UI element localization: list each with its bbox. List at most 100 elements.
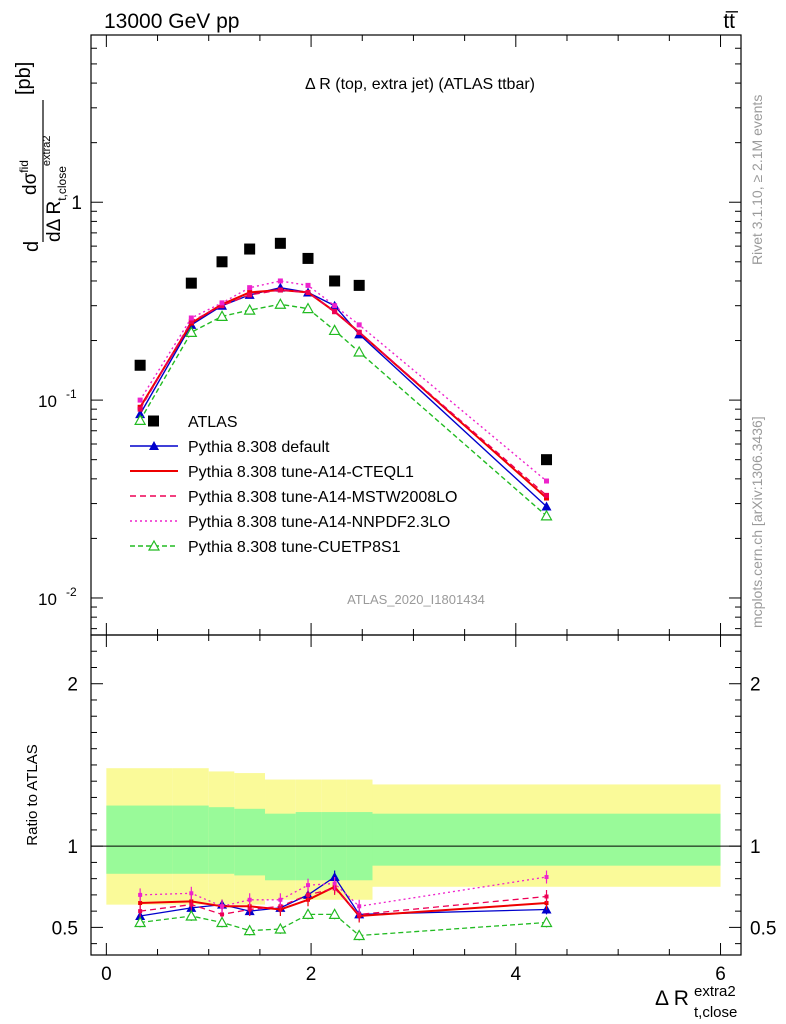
inner-band-segment [106, 805, 173, 874]
atlas-data-point [216, 256, 228, 268]
x-tick-label: 2 [306, 964, 317, 985]
ratio-marker-nnpdf [544, 875, 549, 880]
y-tick-label-exponent: -1 [66, 387, 77, 401]
ratio-marker-nnpdf [220, 904, 225, 909]
legend-label-nnpdf: Pythia 8.308 tune-A14-NNPDF2.3LO [188, 514, 450, 531]
series-line-mstw [139, 289, 547, 496]
atlas-data-point [274, 237, 286, 249]
y-label-tclose: t,close [55, 166, 69, 201]
marker-cuetp8s1 [274, 298, 287, 309]
y-label-fid: fid [17, 160, 31, 173]
ratio-series-cuetp8s1 [134, 908, 553, 941]
ratio-marker-nnpdf [357, 904, 362, 909]
ratio-marker-cuetp8s1 [274, 922, 287, 934]
y-tick-label: 10 [38, 590, 57, 609]
inner-band-segment [265, 813, 296, 881]
ratio-plot-content [91, 768, 741, 941]
inner-band-segment [172, 805, 209, 874]
y-label-extra2: extra2 [41, 136, 53, 167]
marker-cuetp8s1 [301, 302, 315, 314]
plot-title: Δ R (top, extra jet) (ATLAS ttbar) [305, 76, 535, 93]
series-nnpdf [137, 278, 550, 484]
x-tick-label: 0 [101, 964, 112, 985]
ratio-marker-cteql1 [138, 901, 143, 906]
legend-marker-cuetp8s1 [147, 539, 161, 551]
marker-cuetp8s1 [134, 414, 147, 425]
marker-mstw [356, 329, 362, 335]
marker-nnpdf [137, 397, 143, 403]
legend-label-cuetp8s1: Pythia 8.308 tune-CUETP8S1 [188, 539, 401, 556]
y-label-ddr: dΔ R [44, 201, 65, 242]
ratio-marker-cuetp8s1 [301, 908, 315, 919]
inner-band-segment [208, 807, 235, 874]
marker-mstw [544, 492, 550, 498]
marker-nnpdf [219, 300, 225, 306]
atlas-data-point [353, 279, 365, 291]
atlas-data-point [302, 252, 314, 264]
x-tick-label: 6 [715, 964, 726, 985]
energy-label: 13000 GeV pp [104, 10, 239, 33]
legend-label-atlas: ATLAS [188, 414, 238, 431]
ratio-marker-cuetp8s1 [134, 916, 147, 928]
ratio-marker-mstw [138, 909, 143, 914]
x-tick-label: 4 [511, 964, 522, 985]
ratio-marker-mstw [189, 902, 194, 907]
marker-nnpdf [247, 285, 253, 291]
ratio-marker-cuetp8s1 [328, 908, 341, 919]
marker-default [135, 409, 146, 419]
marker-nnpdf [188, 315, 194, 321]
ratio-marker-cuetp8s1 [243, 924, 256, 936]
main-plot-content [134, 237, 553, 521]
marker-cuetp8s1 [185, 326, 198, 337]
marker-mstw [277, 287, 283, 293]
rivet-label: Rivet 3.1.10, ≥ 2.1M events [749, 95, 765, 265]
ratio-marker-cuetp8s1 [185, 909, 198, 921]
marker-mstw [137, 406, 143, 412]
atlas-data-point [185, 277, 197, 289]
uncertainty-bands [106, 768, 721, 905]
x-axis-label: Δ R extra2 t,close [655, 983, 737, 1021]
marker-cuetp8s1 [540, 509, 553, 521]
y-label-d: d [21, 241, 43, 252]
marker-nnpdf [305, 282, 311, 288]
ratio-y-tick-label: 2 [67, 675, 78, 696]
y-tick-label: 1 [71, 193, 82, 214]
ratio-y-tick-label-right: 1 [750, 837, 761, 858]
marker-mstw [332, 309, 338, 315]
legend-entry-default: Pythia 8.308 default [130, 439, 330, 456]
ratio-marker-mstw [220, 912, 225, 917]
main-axes: 10 -2 10 -1 1 [38, 34, 741, 635]
ratio-marker-cuetp8s1 [216, 916, 229, 928]
svg-text:dΔ Rt,closeextra2: dΔ Rt,closeextra2 [41, 136, 69, 242]
ratio-frame [90, 634, 742, 956]
ratio-marker-cuetp8s1 [540, 916, 553, 928]
marker-mstw [247, 292, 253, 298]
marker-nnpdf [332, 303, 338, 309]
legend-marker-default [149, 441, 159, 450]
marker-nnpdf [544, 478, 550, 484]
ratio-marker-cuetp8s1 [353, 929, 366, 941]
y-tick-label: 10 [38, 392, 57, 411]
marker-mstw [305, 289, 311, 295]
legend-label-default: Pythia 8.308 default [188, 439, 330, 456]
marker-cteql1 [544, 495, 550, 501]
main-panel: 10 -2 10 -1 1 Δ R (top, extra jet) (ATLAS tt… [13, 34, 742, 636]
atlas-data-point [329, 275, 341, 287]
y-tick-label-exponent: -2 [66, 585, 77, 599]
ratio-marker-nnpdf [306, 883, 311, 888]
marker-nnpdf [356, 322, 362, 328]
ratio-marker-nnpdf [138, 892, 143, 897]
ratio-y-tick-label-right: 0.5 [750, 918, 776, 939]
ratio-marker-mstw [306, 892, 311, 897]
x-label-extra2: extra2 [694, 983, 736, 1000]
marker-default [541, 501, 552, 511]
marker-mstw [188, 318, 194, 324]
x-label-dr: Δ R [655, 987, 689, 1010]
analysis-label: ATLAS_2020_I1801434 [347, 592, 485, 607]
legend-entry-cuetp8s1: Pythia 8.308 tune-CUETP8S1 [130, 539, 401, 556]
ratio-marker-nnpdf [247, 897, 252, 902]
ratio-y-tick-label: 1 [67, 837, 78, 858]
ratio-panel: 0.5 0.5 1 1 2 2 0 2 4 6 Ratio to ATLAS [24, 634, 776, 985]
legend-entry-nnpdf: Pythia 8.308 tune-A14-NNPDF2.3LO [130, 514, 450, 531]
